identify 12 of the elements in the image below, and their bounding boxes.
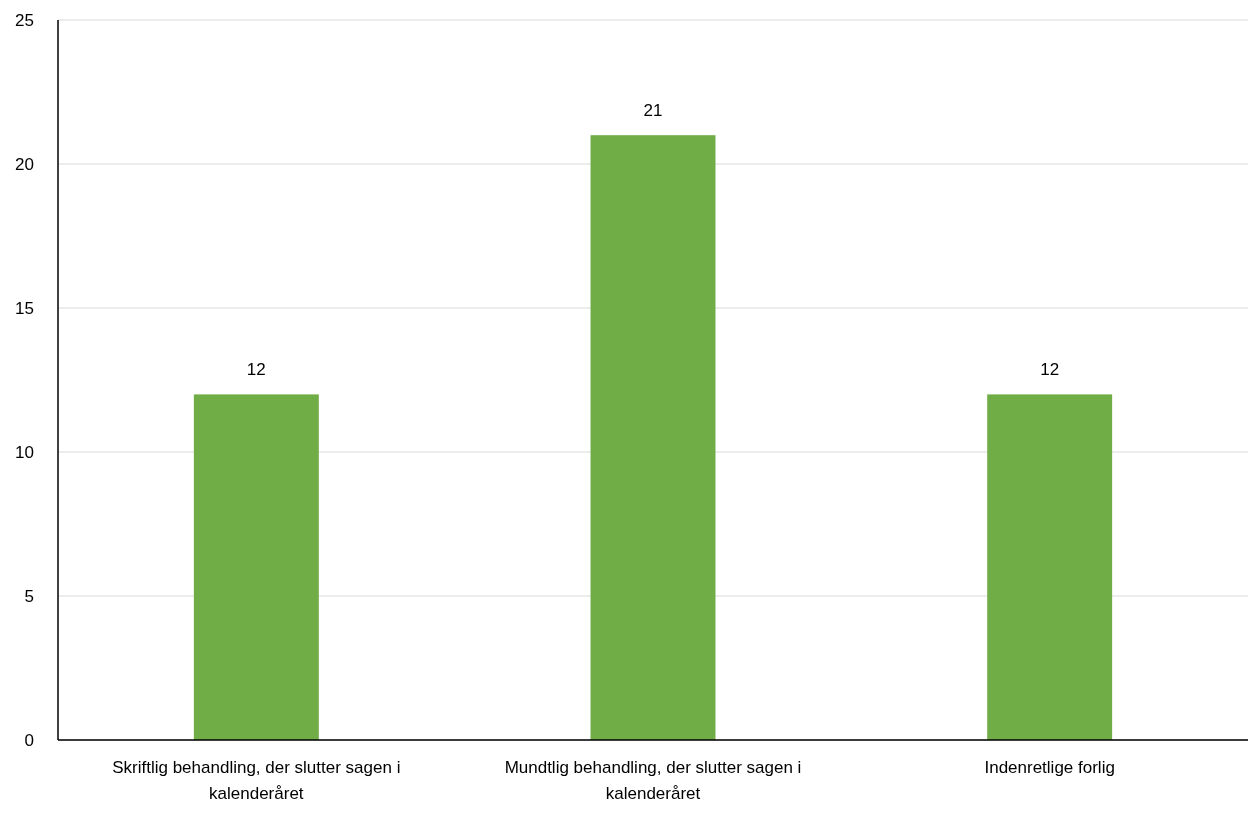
data-label: 12 bbox=[1040, 360, 1060, 380]
data-label: 21 bbox=[643, 101, 663, 121]
y-tick-label: 20 bbox=[15, 154, 34, 174]
y-tick-label: 15 bbox=[15, 298, 34, 318]
y-tick-label: 0 bbox=[24, 730, 34, 750]
y-tick-label: 5 bbox=[24, 586, 34, 606]
data-label: 12 bbox=[246, 360, 266, 380]
x-tick-label: Mundtlig behandling, der slutter sagen i kalenderåret bbox=[504, 758, 802, 803]
x-tick-label: Skriftlig behandling, der slutter sagen i kalenderåret bbox=[112, 758, 401, 803]
y-tick-label: 25 bbox=[15, 10, 34, 30]
x-tick-label: Indenretlige forlig bbox=[984, 758, 1115, 777]
y-tick-label: 10 bbox=[15, 442, 34, 462]
